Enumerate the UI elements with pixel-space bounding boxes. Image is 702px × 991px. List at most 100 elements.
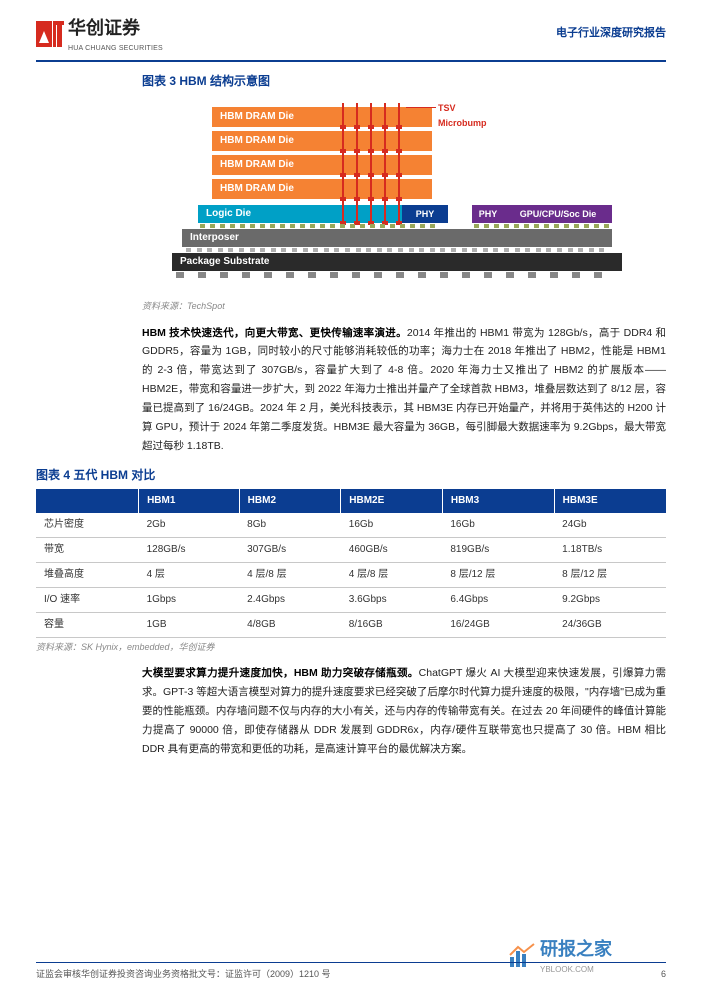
logic-pad	[420, 224, 425, 228]
gpu-pad	[474, 224, 479, 228]
fig-layer: Interposer	[182, 229, 612, 247]
table-cell: 24Gb	[554, 513, 666, 538]
logo-icon	[36, 21, 64, 47]
brand-logo: 华创证券 HUA CHUANG SECURITIES	[36, 14, 163, 54]
table-cell: 芯片密度	[36, 513, 139, 538]
substrate-bump	[550, 272, 558, 278]
substrate-bump	[528, 272, 536, 278]
interposer-pad	[218, 248, 223, 252]
microbump	[354, 197, 360, 201]
table-cell: 8 层/12 层	[554, 562, 666, 587]
microbump	[382, 173, 388, 177]
interposer-pad	[451, 248, 456, 252]
logic-pad	[410, 224, 415, 228]
logic-pad	[400, 224, 405, 228]
table-cell: 4 层/8 层	[341, 562, 443, 587]
table-row: 堆叠高度4 层4 层/8 层4 层/8 层8 层/12 层8 层/12 层	[36, 562, 666, 587]
logic-pad	[290, 224, 295, 228]
logic-pad	[300, 224, 305, 228]
substrate-bump	[594, 272, 602, 278]
logic-pad	[380, 224, 385, 228]
substrate-bump	[506, 272, 514, 278]
page-footer: 证监会审核华创证券投资咨询业务资格批文号：证监许可（2009）1210 号 6	[36, 962, 666, 981]
substrate-bump	[198, 272, 206, 278]
table-header-cell: HBM2	[239, 489, 341, 513]
table-cell: 24/36GB	[554, 612, 666, 637]
table-cell: 2Gb	[139, 513, 240, 538]
logic-pad	[200, 224, 205, 228]
microbump	[368, 125, 374, 129]
interposer-pad	[557, 248, 562, 252]
table-header-cell	[36, 489, 139, 513]
interposer-pad	[568, 248, 573, 252]
gpu-pad	[604, 224, 609, 228]
interposer-pad	[239, 248, 244, 252]
logic-pad	[350, 224, 355, 228]
table-cell: 4/8GB	[239, 612, 341, 637]
interposer-pad	[578, 248, 583, 252]
interposer-pad	[228, 248, 233, 252]
table-cell: 16Gb	[442, 513, 554, 538]
interposer-pad	[292, 248, 297, 252]
substrate-bump	[572, 272, 580, 278]
interposer-pad	[345, 248, 350, 252]
microbump	[396, 149, 402, 153]
table-cell: 6.4Gbps	[442, 587, 554, 612]
table-cell: 16/24GB	[442, 612, 554, 637]
gpu-pad	[554, 224, 559, 228]
fig-block: PHY	[402, 205, 448, 223]
interposer-pad	[462, 248, 467, 252]
interposer-pad	[472, 248, 477, 252]
microbump	[396, 173, 402, 177]
report-category: 电子行业深度研究报告	[556, 25, 666, 43]
brand-name-cn: 华创证券	[68, 14, 163, 43]
interposer-pad	[250, 248, 255, 252]
interposer-pad	[207, 248, 212, 252]
microbump	[382, 125, 388, 129]
table-cell: 8/16GB	[341, 612, 443, 637]
microbump	[396, 125, 402, 129]
interposer-pad	[546, 248, 551, 252]
microbump	[340, 197, 346, 201]
table-cell: 容量	[36, 612, 139, 637]
substrate-bump	[220, 272, 228, 278]
table4-wrapper: HBM1HBM2HBM2EHBM3HBM3E芯片密度2Gb8Gb16Gb16Gb…	[36, 489, 666, 638]
interposer-pad	[419, 248, 424, 252]
microbump	[354, 173, 360, 177]
table-header-cell: HBM1	[139, 489, 240, 513]
table-cell: 307GB/s	[239, 537, 341, 562]
hbm-comparison-table: HBM1HBM2HBM2EHBM3HBM3E芯片密度2Gb8Gb16Gb16Gb…	[36, 489, 666, 638]
substrate-bump	[264, 272, 272, 278]
table-cell: 带宽	[36, 537, 139, 562]
table-cell: 8 层/12 层	[442, 562, 554, 587]
logic-pad	[310, 224, 315, 228]
table-cell: 堆叠高度	[36, 562, 139, 587]
gpu-pad	[564, 224, 569, 228]
tsv-label: TSV Microbump	[438, 101, 487, 130]
table-header-cell: HBM3	[442, 489, 554, 513]
paragraph-hbm-memory-wall: 大模型要求算力提升速度加快，HBM 助力突破存储瓶颈。ChatGPT 爆火 AI…	[142, 664, 666, 758]
substrate-bump	[352, 272, 360, 278]
tsv-line	[398, 103, 400, 223]
substrate-bump	[418, 272, 426, 278]
logic-pad	[250, 224, 255, 228]
microbump	[354, 125, 360, 129]
watermark-text: 研报之家	[540, 935, 612, 964]
interposer-pad	[440, 248, 445, 252]
table-row: 容量1GB4/8GB8/16GB16/24GB24/36GB	[36, 612, 666, 637]
interposer-pad	[324, 248, 329, 252]
logic-pad	[370, 224, 375, 228]
logic-pad	[220, 224, 225, 228]
brand-name-en: HUA CHUANG SECURITIES	[68, 43, 163, 54]
gpu-pad	[544, 224, 549, 228]
interposer-pad	[599, 248, 604, 252]
microbump	[368, 149, 374, 153]
interposer-pad	[430, 248, 435, 252]
table-cell: 4 层	[139, 562, 240, 587]
interposer-pad	[197, 248, 202, 252]
table-header-cell: HBM3E	[554, 489, 666, 513]
microbump	[382, 149, 388, 153]
substrate-bump	[308, 272, 316, 278]
interposer-pad	[504, 248, 509, 252]
table-row: 芯片密度2Gb8Gb16Gb16Gb24Gb	[36, 513, 666, 538]
